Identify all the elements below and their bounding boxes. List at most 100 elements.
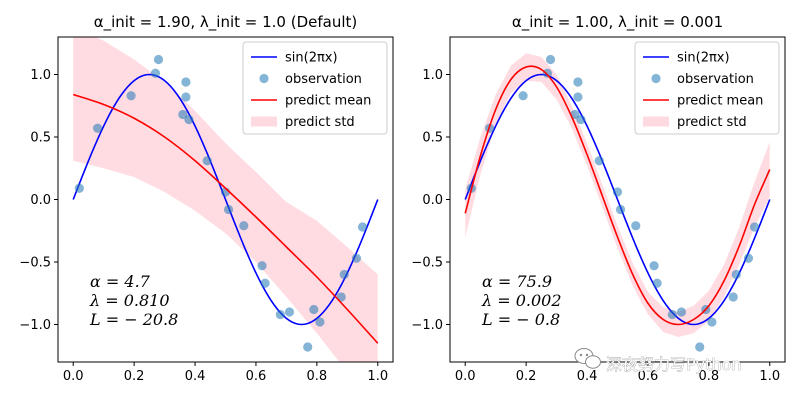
observation-point — [707, 317, 717, 327]
observation-point — [731, 269, 741, 280]
x-tick-label: 0.2 — [516, 369, 537, 384]
y-tick-label: 0.0 — [422, 193, 443, 208]
observation-point — [257, 261, 267, 271]
x-tick-label: 0.6 — [246, 369, 267, 384]
observation-point — [743, 253, 754, 263]
observation-point — [202, 156, 212, 166]
legend-entry-label: predict std — [677, 115, 747, 130]
legend-swatch-observation — [259, 73, 269, 84]
x-tick-label: 0.4 — [577, 369, 598, 384]
chart-title: α_init = 1.90, λ_init = 1.0 (Default) — [94, 13, 358, 32]
observation-point — [181, 77, 191, 87]
x-tick-label: 0.2 — [124, 369, 145, 384]
y-tick-label: −1.0 — [19, 318, 51, 333]
chart-title: α_init = 1.00, λ_init = 0.001 — [512, 13, 723, 32]
observation-point — [153, 54, 164, 65]
fit-annotation: L = − 0.8 — [481, 310, 560, 329]
fit-annotation: λ = 0.810 — [89, 291, 170, 310]
observation-point — [676, 307, 687, 317]
y-tick-label: −0.5 — [411, 256, 443, 271]
observation-point — [303, 342, 313, 352]
y-tick-label: 0.5 — [30, 131, 51, 146]
fit-annotation: α = 75.9 — [482, 272, 552, 291]
wechat-icon — [574, 348, 601, 369]
observation-point — [309, 304, 319, 315]
observation-point — [357, 222, 368, 232]
observation-point — [184, 114, 194, 125]
y-tick-label: 1.0 — [422, 68, 443, 83]
observation-point — [351, 253, 362, 263]
legend-entry-label: predict mean — [677, 94, 763, 109]
x-tick-label: 0.6 — [638, 369, 659, 384]
observation-point — [612, 187, 623, 197]
observation-point — [275, 309, 285, 320]
x-tick-label: 0.0 — [455, 369, 476, 384]
observation-point — [542, 68, 553, 78]
x-tick-label: 0.0 — [63, 369, 84, 384]
observation-point — [652, 278, 662, 288]
observation-point — [150, 68, 161, 78]
observation-point — [667, 309, 677, 320]
observation-point — [749, 222, 760, 232]
plot-area — [464, 53, 771, 352]
legend: sin(2πx) observation predict mean predict s… — [634, 41, 780, 135]
legend: sin(2πx) observation predict mean predict s… — [242, 41, 388, 135]
observation-point — [518, 91, 528, 101]
legend-entry-label: sin(2πx) — [285, 51, 338, 66]
fit-annotation: L = − 20.8 — [89, 310, 178, 329]
observation-point — [594, 156, 604, 166]
legend-swatch-observation — [651, 73, 661, 84]
observation-point — [260, 278, 270, 288]
fit-annotation: α = 4.7 — [90, 272, 151, 291]
legend-box — [634, 41, 780, 135]
x-tick-label: 0.8 — [699, 369, 720, 384]
observation-point — [576, 114, 586, 125]
observation-point — [315, 317, 325, 327]
plot-area — [72, 37, 379, 362]
observation-point — [181, 92, 191, 102]
y-tick-label: −1.0 — [411, 318, 443, 333]
observation-point — [631, 221, 641, 231]
observation-point — [239, 221, 249, 231]
x-tick-label: 0.4 — [185, 369, 206, 384]
x-tick-label: 0.8 — [307, 369, 328, 384]
truth-line — [72, 73, 379, 326]
mean-line — [464, 65, 771, 326]
observation-point — [178, 109, 188, 120]
observation-point — [649, 261, 659, 271]
x-tick-label: 1.0 — [759, 369, 780, 384]
fit-annotation: λ = 0.002 — [481, 291, 562, 310]
watermark: 深夜努力写Python — [574, 348, 742, 374]
legend-entry-label: sin(2πx) — [677, 51, 730, 66]
y-tick-label: 0.5 — [422, 131, 443, 146]
observation-point — [126, 91, 136, 101]
observation-point — [728, 292, 738, 302]
observation-point — [545, 54, 556, 65]
y-tick-label: −0.5 — [19, 256, 51, 271]
observation-point — [615, 204, 626, 215]
observation-point — [223, 204, 234, 215]
mean-line — [72, 93, 379, 344]
legend-swatch-std — [251, 116, 277, 127]
observation-point — [573, 77, 583, 87]
watermark-text: 深夜努力写Python — [606, 355, 741, 374]
legend-entry-label: predict mean — [285, 94, 371, 109]
observation-point — [695, 342, 705, 352]
observation-point — [284, 307, 295, 317]
subplot-right: 0.0 0.2 0.4 0.6 0.8 1.0 −1.0 −0.5 0.0 0.5 1.0 α_ini… — [411, 13, 786, 384]
y-tick-label: 1.0 — [30, 68, 51, 83]
observation-point — [92, 123, 103, 133]
legend-entry-label: observation — [285, 72, 362, 87]
legend-swatch-std — [643, 116, 669, 127]
legend-entry-label: predict std — [285, 115, 355, 130]
y-tick-label: 0.0 — [30, 193, 51, 208]
legend-box — [242, 41, 388, 135]
observation-point — [339, 269, 349, 280]
observation-point — [74, 183, 84, 193]
observation-point — [573, 92, 583, 102]
legend-entry-label: observation — [677, 72, 754, 87]
subplot-left: 0.0 0.2 0.4 0.6 0.8 1.0 −1.0 −0.5 0.0 0.5 1.0 α_ini… — [19, 13, 394, 384]
truth-line — [464, 73, 771, 326]
x-tick-label: 1.0 — [367, 369, 388, 384]
